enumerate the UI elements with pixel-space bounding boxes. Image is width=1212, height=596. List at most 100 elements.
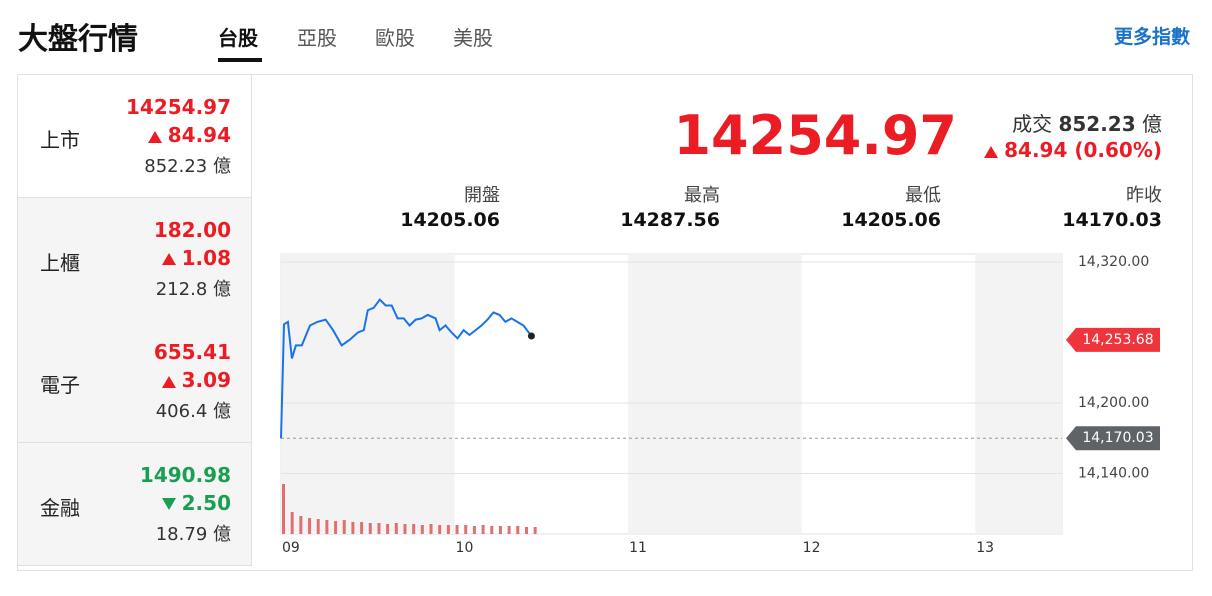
volume-bar — [464, 525, 468, 534]
market-price: 14254.97 — [125, 95, 231, 119]
volume-bar — [290, 512, 294, 534]
market-row[interactable]: 金融 1490.98 2.50 18.79 億 — [18, 442, 252, 566]
market-name: 電子 — [40, 373, 80, 397]
summary-volume: 成交 852.23 億 — [1012, 108, 1162, 137]
more-link[interactable]: 更多指數 — [1113, 26, 1190, 48]
volume-bar — [438, 525, 442, 534]
change-text: 84.94 (0.60%) — [1004, 138, 1162, 162]
volume-bar — [507, 526, 511, 534]
panel — [17, 74, 1193, 571]
volume-bar — [377, 523, 381, 534]
market-volume: 406.4 億 — [155, 401, 231, 422]
direction-icon — [161, 253, 176, 265]
market-change: 84.94 — [147, 123, 231, 147]
tab[interactable]: 美股 — [453, 26, 493, 50]
direction-icon — [984, 145, 999, 158]
previous-close-tag — [1066, 426, 1160, 451]
price-marker-tag — [1066, 327, 1160, 352]
price-line — [280, 298, 533, 439]
volume-bar — [455, 525, 459, 534]
market-name: 金融 — [40, 495, 80, 520]
volume-bar — [334, 521, 338, 534]
market-name: 上櫃 — [40, 250, 80, 275]
market-price: 1490.98 — [139, 462, 231, 487]
volume-bar — [394, 523, 398, 534]
market-name: 上市 — [40, 128, 80, 152]
tab[interactable]: 台股 — [218, 26, 258, 50]
y-tick-label: 14,140.00 — [1078, 466, 1149, 482]
change-text: 84.94 — [167, 123, 231, 147]
market-volume: 852.23 億 — [144, 156, 231, 177]
market-price: 182.00 — [153, 217, 231, 242]
volume-bar — [472, 526, 476, 534]
x-tick-label: 10 — [456, 540, 474, 556]
summary-change: 84.94 (0.60%) — [984, 138, 1162, 162]
volume-label: 成交 — [1012, 112, 1053, 136]
price-marker-label: 14,253.68 — [1082, 332, 1153, 348]
volume-bar — [490, 526, 494, 534]
volume-bar — [368, 523, 372, 534]
market-change: 3.09 — [161, 368, 231, 392]
volume-unit: 億 — [1142, 112, 1162, 136]
tab-underline — [218, 58, 262, 62]
volume-bar — [446, 525, 450, 534]
volume-bar — [429, 524, 433, 534]
market-row[interactable]: 上櫃 182.00 1.08 212.8 億 — [18, 197, 252, 321]
x-tick-label: 09 — [282, 540, 300, 556]
summary-price: 14254.97 — [673, 104, 957, 167]
time-band — [975, 254, 1062, 534]
market-price: 655.41 — [153, 340, 231, 364]
change-text: 1.08 — [181, 245, 231, 270]
stat-label: 最高 — [684, 185, 720, 206]
y-tick-label: 14,200.00 — [1078, 395, 1149, 411]
stat-value: 14170.03 — [1062, 209, 1162, 231]
stat-value: 14287.56 — [620, 209, 720, 231]
x-tick-label: 11 — [629, 540, 647, 556]
volume-bar — [481, 525, 485, 534]
volume-bar — [386, 524, 390, 534]
volume-bar — [308, 518, 312, 534]
stat-label: 開盤 — [464, 185, 500, 206]
volume-bar — [412, 524, 416, 534]
volume-bar — [282, 484, 285, 534]
tab[interactable]: 歐股 — [375, 26, 415, 50]
market-change: 2.50 — [161, 490, 231, 515]
x-tick-label: 12 — [803, 540, 821, 556]
market-change: 1.08 — [161, 245, 231, 270]
x-tick-label: 13 — [976, 540, 994, 556]
y-tick-label: 14,320.00 — [1078, 254, 1149, 270]
volume-bar — [498, 526, 502, 534]
volume-bar — [403, 524, 407, 534]
market-row[interactable]: 電子 655.41 3.09 406.4 億 — [18, 320, 252, 443]
volume-bar — [533, 527, 537, 534]
tab[interactable]: 亞股 — [297, 26, 337, 50]
volume-bar — [342, 520, 346, 534]
volume-bar — [299, 516, 303, 534]
volume-bar — [524, 527, 528, 534]
volume-bar — [316, 519, 320, 534]
market-volume: 212.8 億 — [155, 278, 231, 300]
change-text: 2.50 — [181, 490, 231, 515]
previous-close-label: 14,170.03 — [1082, 430, 1153, 446]
stat-value: 14205.06 — [400, 209, 500, 231]
volume-bar — [351, 522, 355, 534]
direction-icon — [161, 498, 176, 510]
volume-value: 852.23 — [1058, 112, 1136, 136]
stat-label: 最低 — [905, 185, 941, 206]
page-title: 大盤行情 — [18, 22, 138, 57]
volume-bar — [420, 525, 424, 534]
volume-bar — [325, 520, 329, 534]
direction-icon — [147, 130, 162, 143]
direction-icon — [161, 375, 176, 388]
market-row[interactable]: 上市 14254.97 84.94 852.23 億 — [18, 75, 252, 198]
time-band — [628, 254, 802, 534]
change-text: 3.09 — [181, 368, 231, 392]
volume-bar — [360, 522, 364, 534]
time-band — [281, 254, 455, 534]
volume-bar — [516, 526, 520, 534]
stat-value: 14205.06 — [841, 209, 941, 231]
last-point — [527, 332, 535, 340]
market-volume: 18.79 億 — [155, 523, 231, 545]
